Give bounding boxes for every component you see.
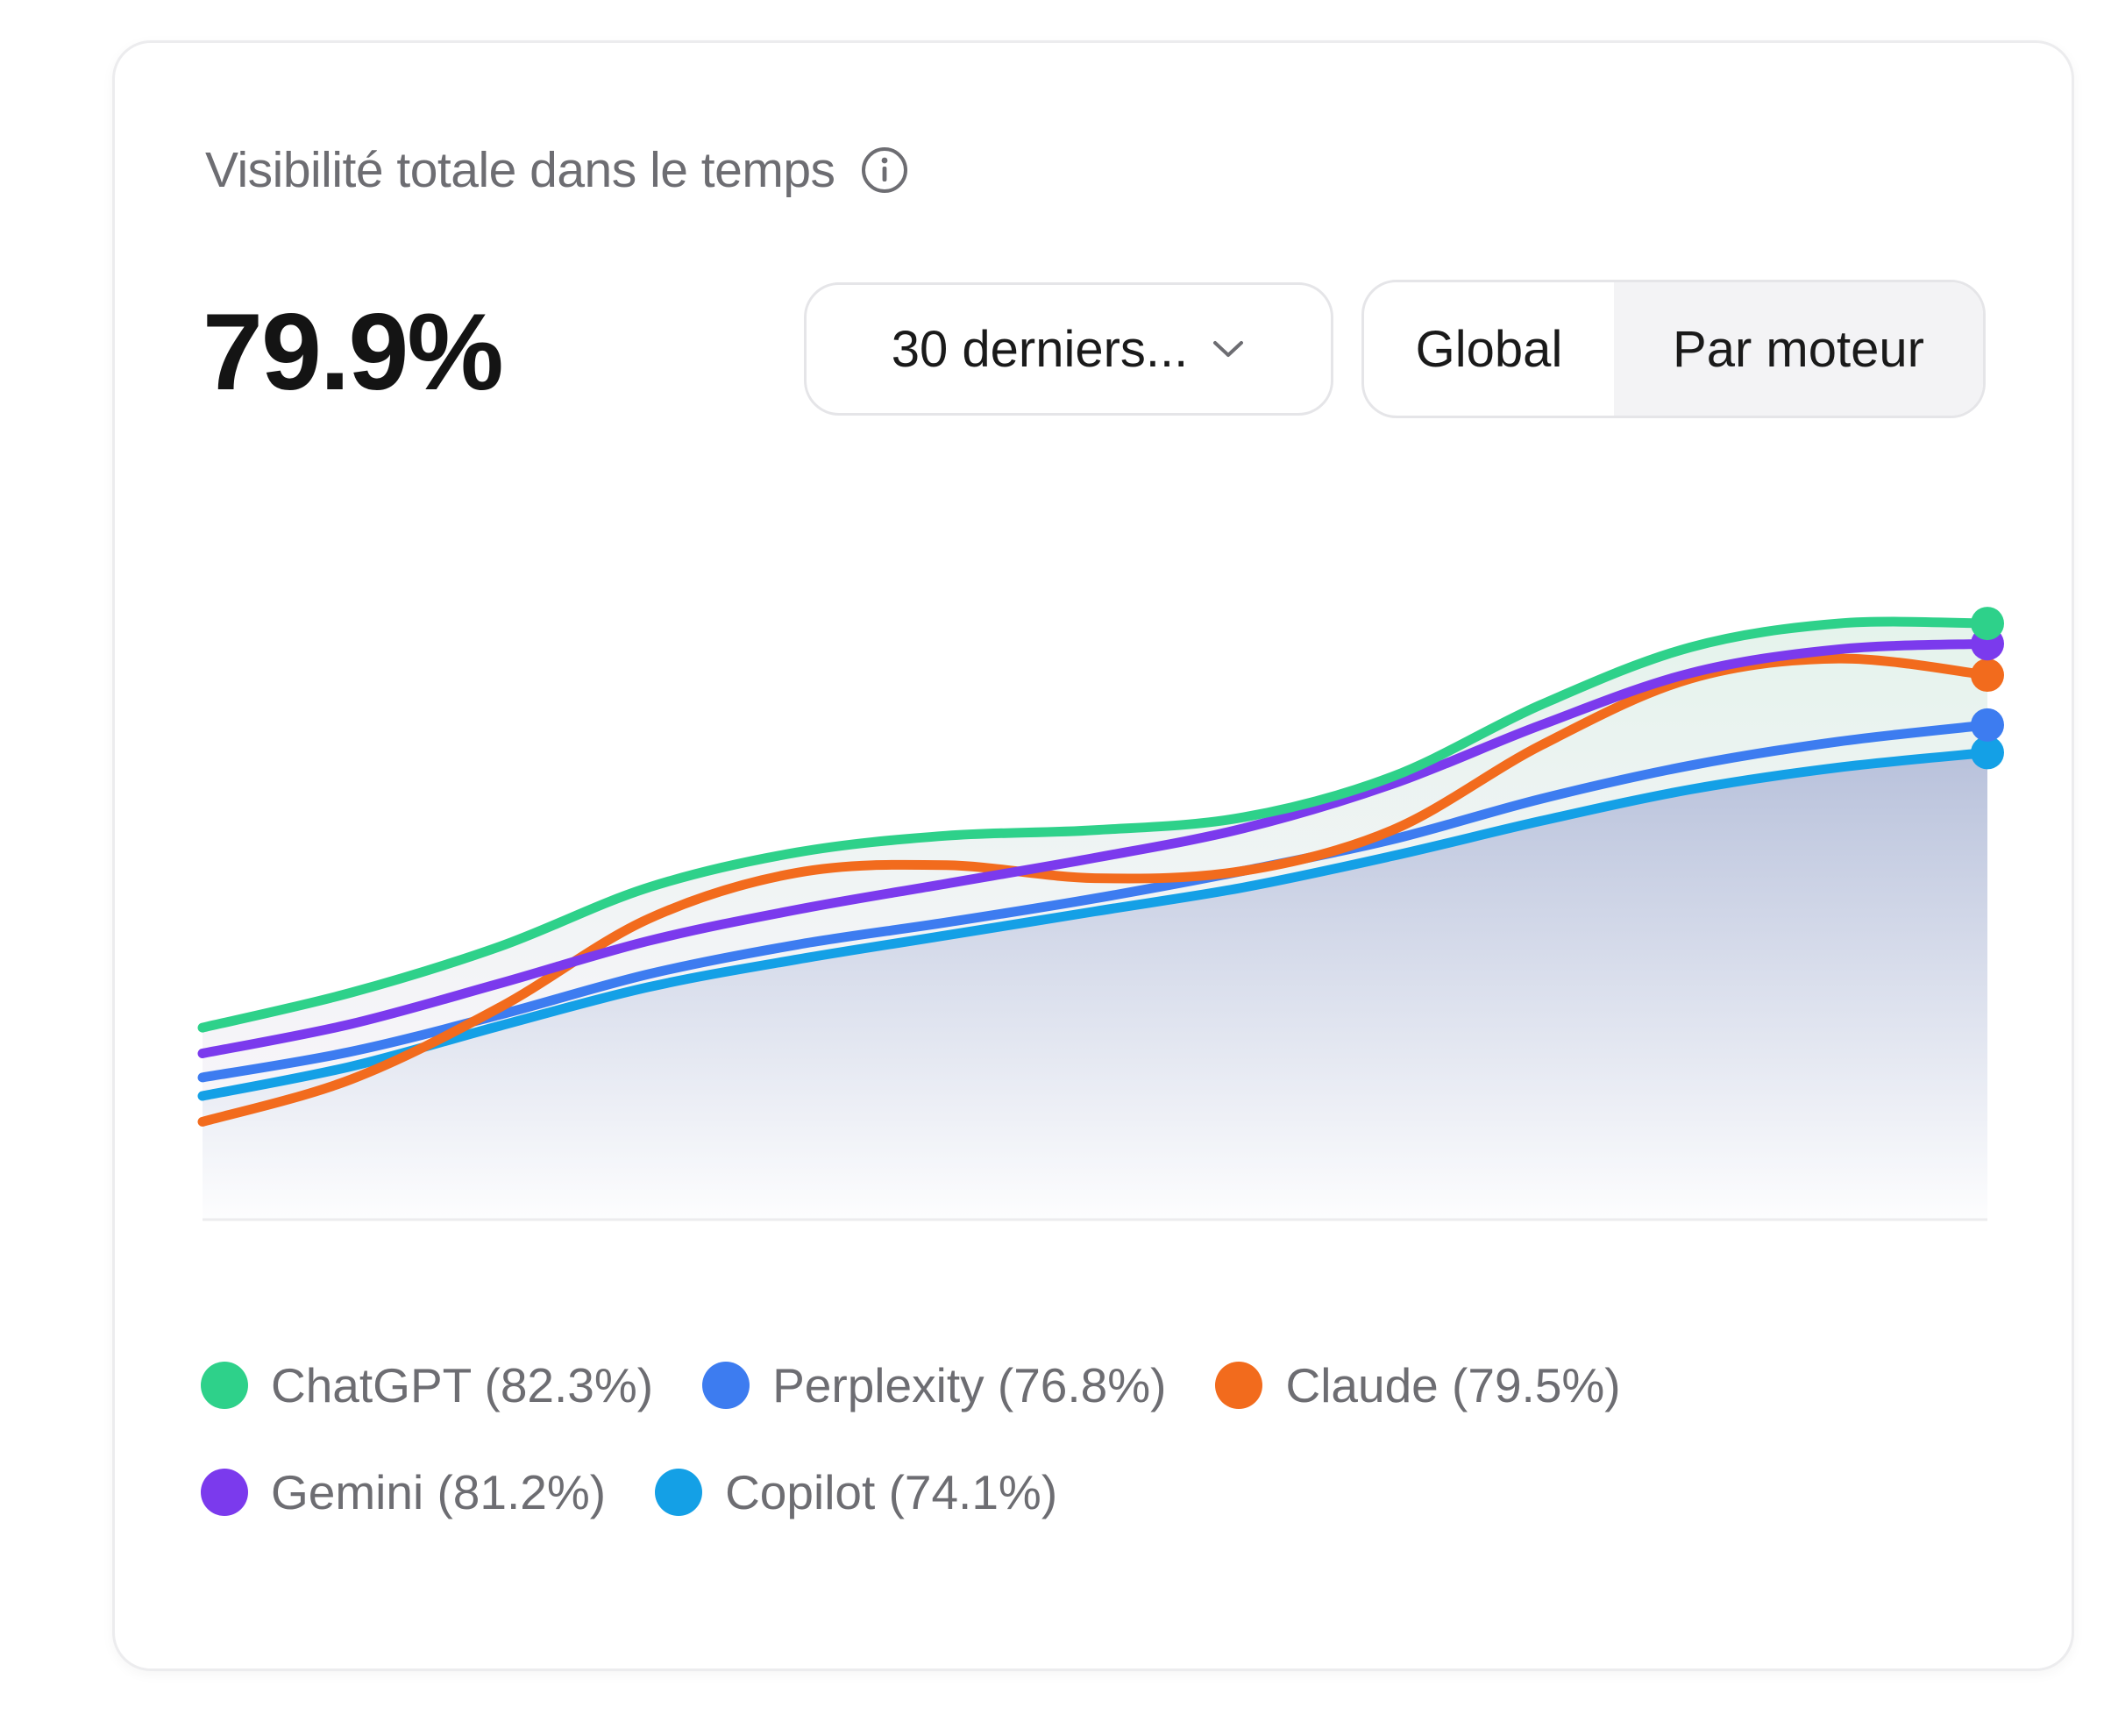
series-line-gemini — [197, 638, 1993, 1058]
legend-dot-copilot — [655, 1469, 703, 1516]
visibility-card: Visibilité totale dans le temps 79.9% 30… — [112, 40, 2074, 1671]
series-endpoint-copilot[interactable] — [1971, 736, 2004, 770]
card-header: Visibilité totale dans le temps — [205, 141, 909, 199]
period-dropdown[interactable]: 30 derniers... — [804, 282, 1333, 416]
view-toggle: Global Par moteur — [1361, 280, 1986, 418]
series-endpoint-chatgpt[interactable] — [1971, 607, 2004, 641]
series-line-copilot — [197, 747, 1993, 1101]
series-line-claude — [197, 653, 1993, 1127]
legend-dot-gemini — [201, 1469, 248, 1516]
info-circle-icon[interactable] — [860, 146, 909, 195]
total-visibility-value: 79.9% — [203, 292, 504, 413]
series-endpoint-perplexity[interactable] — [1971, 708, 2004, 742]
legend-label-perplexity: Perplexity (76.8%) — [772, 1358, 1167, 1412]
chart-legend: ChatGPT (82.3%) Perplexity (76.8%) Claude … — [201, 1358, 1866, 1519]
toggle-by-engine[interactable]: Par moteur — [1614, 282, 1983, 416]
legend-item-gemini[interactable]: Gemini (81.2%) — [201, 1465, 606, 1519]
legend-label-chatgpt: ChatGPT (82.3%) — [271, 1358, 654, 1412]
legend-item-chatgpt[interactable]: ChatGPT (82.3%) — [201, 1358, 653, 1412]
legend-dot-chatgpt — [201, 1362, 248, 1409]
period-dropdown-label: 30 derniers... — [891, 320, 1189, 378]
legend-item-perplexity[interactable]: Perplexity (76.8%) — [702, 1358, 1166, 1412]
legend-label-claude: Claude (79.5%) — [1285, 1358, 1621, 1412]
card-title: Visibilité totale dans le temps — [205, 142, 835, 198]
chevron-down-icon — [1213, 341, 1244, 357]
series-endpoint-claude[interactable] — [1971, 658, 2004, 693]
series-endpoint-gemini[interactable] — [1971, 627, 2004, 661]
legend-label-gemini: Gemini (81.2%) — [271, 1465, 607, 1519]
toggle-global[interactable]: Global — [1415, 320, 1563, 378]
series-line-chatgpt — [197, 616, 1993, 1033]
legend-item-copilot[interactable]: Copilot (74.1%) — [655, 1465, 1057, 1519]
legend-dot-perplexity — [702, 1362, 750, 1409]
series-line-perplexity — [197, 720, 1993, 1083]
legend-label-copilot: Copilot (74.1%) — [725, 1465, 1058, 1519]
chart-area-fill — [203, 752, 1987, 1220]
legend-dot-claude — [1215, 1362, 1263, 1409]
legend-item-claude[interactable]: Claude (79.5%) — [1215, 1358, 1621, 1412]
series-band-area — [203, 622, 1987, 1096]
